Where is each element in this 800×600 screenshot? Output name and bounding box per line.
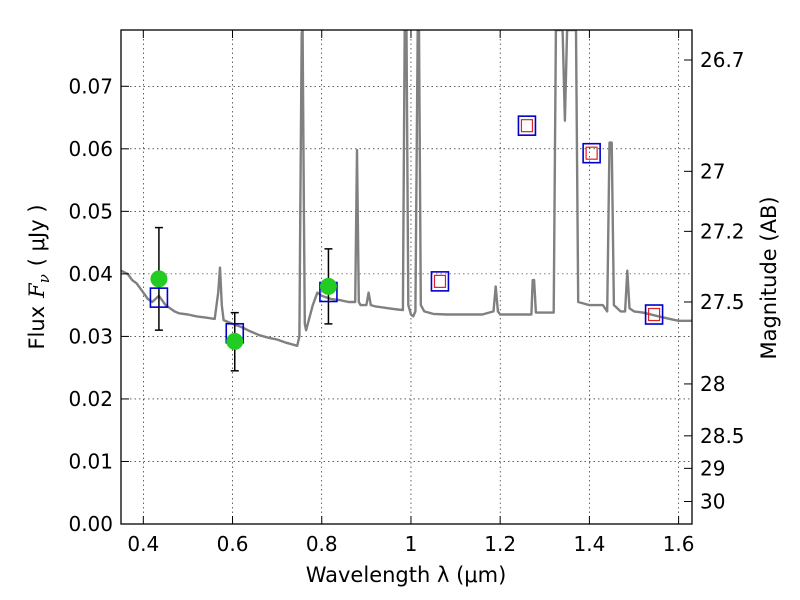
x-tick-label: 1 bbox=[405, 532, 418, 556]
y-tick-label: 0.02 bbox=[68, 387, 113, 411]
model-band-square-inner bbox=[585, 146, 598, 160]
plot-series bbox=[121, 30, 692, 347]
x-axis-label: Wavelength λ (μm) bbox=[306, 563, 507, 587]
x-tick-label: 0.8 bbox=[306, 532, 338, 556]
magnitude-tick-label: 28.5 bbox=[700, 424, 745, 448]
model-band-square bbox=[517, 115, 537, 136]
x-tick-label: 0.6 bbox=[217, 532, 249, 556]
y-tick-label: 0.00 bbox=[68, 512, 113, 536]
grid bbox=[121, 30, 692, 524]
model-band-square-inner bbox=[647, 307, 661, 322]
x-tick-label: 1.6 bbox=[663, 532, 695, 556]
magnitude-tick-label: 27.5 bbox=[700, 290, 745, 314]
y-tick-label: 0.05 bbox=[68, 199, 113, 223]
model-band-square-inner bbox=[433, 274, 447, 288]
observed-point bbox=[319, 277, 337, 295]
model-band-square bbox=[644, 304, 664, 325]
magnitude-tick-label: 29 bbox=[700, 456, 725, 480]
magnitude-tick-label: 28 bbox=[700, 372, 725, 396]
model-band-square bbox=[582, 142, 601, 164]
y-tick-label: 0.03 bbox=[68, 324, 113, 348]
observed-point bbox=[226, 332, 244, 350]
model-band-square-inner bbox=[520, 119, 534, 133]
y-axis-label-subscript: ν bbox=[35, 274, 53, 283]
x-tick-label: 1.4 bbox=[573, 532, 605, 556]
y-tick-label: 0.06 bbox=[68, 137, 113, 161]
x-tick-label: 1.2 bbox=[484, 532, 516, 556]
observed-point bbox=[150, 270, 168, 288]
x-tick-label: 0.4 bbox=[127, 532, 159, 556]
x-axis-ticks: 0.4 0.6 0.8 1 1.2 1.4 1.6 bbox=[127, 30, 695, 556]
y-axis-label: Flux Fν ( μJy ) bbox=[25, 204, 53, 349]
y-tick-label: 0.07 bbox=[68, 74, 113, 98]
y-tick-label: 0.04 bbox=[68, 262, 113, 286]
plot-frame bbox=[120, 29, 693, 525]
plot-markers bbox=[149, 115, 664, 372]
magnitude-tick-label: 30 bbox=[700, 489, 725, 513]
magnitude-tick-label: 27 bbox=[700, 159, 725, 183]
magnitude-axis-ticks: 26.7 27 27.2 27.5 28 28.5 29 30 bbox=[684, 48, 745, 513]
magnitude-tick-label: 26.7 bbox=[700, 48, 745, 72]
model-band-square bbox=[430, 271, 450, 292]
y-tick-label: 0.01 bbox=[68, 449, 113, 473]
model-band-square bbox=[149, 287, 169, 308]
y-axis-label-prefix: Flux bbox=[25, 306, 49, 350]
y-axis-ticks: 0.00 0.01 0.02 0.03 0.04 0.05 0.06 0.07 bbox=[68, 74, 129, 536]
magnitude-axis-label: Magnitude (AB) bbox=[757, 196, 781, 359]
y-axis-label-symbol: F bbox=[25, 282, 49, 299]
magnitude-tick-label: 27.2 bbox=[700, 219, 745, 243]
y-axis-label-unit: ( μJy ) bbox=[25, 204, 49, 266]
spectrum-line bbox=[121, 30, 692, 347]
